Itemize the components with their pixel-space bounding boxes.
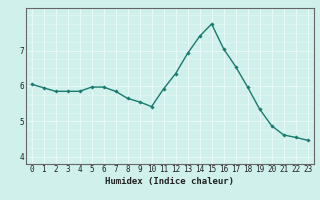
X-axis label: Humidex (Indice chaleur): Humidex (Indice chaleur) (105, 177, 234, 186)
